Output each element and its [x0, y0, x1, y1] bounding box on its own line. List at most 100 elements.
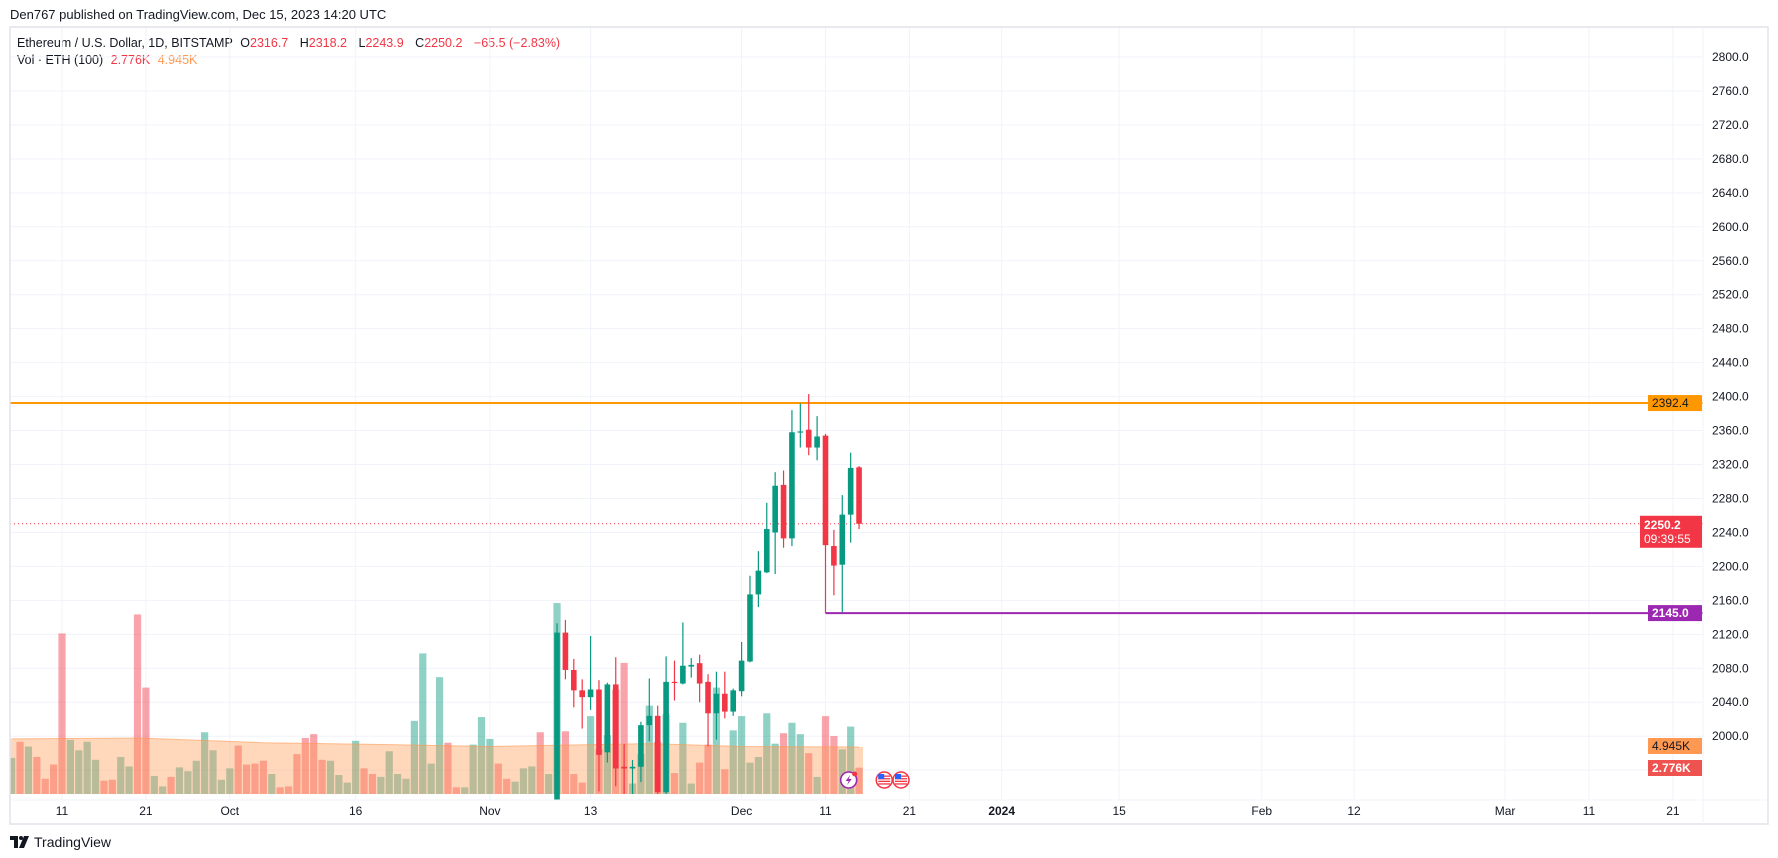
price-axis[interactable]: 2800.0 2760.0 2720.0 2680.0 2640.0 2600.0 2560…	[1712, 50, 1749, 743]
volume-bar	[419, 653, 427, 794]
volume-bar	[385, 751, 393, 794]
volume-bar	[645, 705, 653, 794]
candle	[612, 657, 619, 787]
horizontal-lines[interactable]	[10, 402, 1703, 615]
candle-body	[722, 693, 728, 712]
time-tick-label: 21	[139, 804, 153, 818]
candle-body	[822, 435, 829, 546]
candles	[554, 394, 862, 800]
brand-name: TradingView	[34, 834, 112, 850]
volume-last-label-bg	[1648, 760, 1702, 776]
price-tick-label: 2480.0	[1712, 322, 1749, 336]
volume-bar	[586, 716, 595, 794]
time-tick-label: 2024	[988, 804, 1015, 818]
volume-bar	[276, 787, 284, 794]
candle	[789, 410, 795, 547]
ohlc-low: L2243.9	[358, 36, 404, 50]
volume-ma-line	[11, 737, 860, 748]
volume-bar	[284, 786, 293, 794]
ohlc-close: C2250.2	[415, 36, 463, 50]
candle-body	[587, 689, 594, 698]
volume-bar	[813, 776, 821, 794]
volume-bar	[91, 759, 100, 794]
resistance-price-label-text: 2392.4	[1652, 396, 1689, 410]
candle	[688, 658, 695, 678]
candle-body	[680, 665, 686, 684]
price-tick-label: 2560.0	[1712, 254, 1749, 268]
price-tags: 2392.4 2250.209:39:55 2145.0 4.945K 2.776K	[1640, 395, 1702, 776]
volume-bar	[242, 764, 251, 794]
candle	[621, 743, 627, 794]
flag-canton	[878, 774, 885, 779]
chart-border	[9, 26, 1769, 825]
candle-body	[688, 664, 695, 667]
time-tick-label: 16	[349, 804, 363, 818]
volume-bar	[729, 730, 737, 794]
candle	[671, 660, 678, 701]
volume-bar	[771, 743, 779, 794]
candle	[747, 575, 753, 663]
time-tick-label: 11	[819, 804, 832, 818]
candle	[755, 551, 762, 608]
volume-bar	[268, 774, 276, 794]
symbol-legend: Ethereum / U.S. Dollar, 1D, BITSTAMP O23…	[17, 35, 564, 52]
ohlc-high: H2318.2	[299, 36, 348, 50]
events[interactable]	[839, 771, 910, 789]
flag-stripe	[895, 783, 908, 785]
volume-bar	[410, 720, 418, 794]
volume-bar	[704, 744, 712, 794]
volume-bar	[108, 779, 116, 794]
volume-bar	[561, 731, 570, 794]
volume-bar	[125, 766, 133, 794]
volume-bar	[746, 762, 754, 794]
volume-bar	[486, 738, 494, 794]
candle	[839, 495, 846, 613]
volume-bar	[536, 732, 544, 794]
volume-bar	[58, 633, 66, 794]
volume-bar	[670, 773, 679, 794]
candle	[587, 636, 594, 710]
lightning-glyph	[845, 775, 852, 785]
us-flag-icon[interactable]	[875, 771, 893, 789]
candle	[856, 466, 862, 530]
time-axis[interactable]: 11 21 Oct 16 Nov 13 Dec 11 21 2024 15 Feb 12 Mar 11 21	[56, 804, 1680, 818]
symbol-name[interactable]: Ethereum / U.S. Dollar, 1D, BITSTAMP	[17, 36, 233, 50]
volume-bar	[33, 756, 41, 794]
volume-last-label-text: 2.776K	[1652, 761, 1691, 775]
volume-bar	[519, 768, 528, 794]
tradingview-logo-icon	[10, 836, 29, 848]
price-tick-label: 2160.0	[1712, 593, 1749, 607]
volume-bar	[175, 767, 184, 794]
candle-body	[604, 684, 611, 753]
volume-ma-label-bg	[1648, 738, 1702, 754]
volume-bar	[360, 768, 368, 794]
lightning-event-icon[interactable]	[839, 771, 858, 789]
candle	[713, 671, 720, 740]
candle	[604, 682, 611, 763]
candle-body	[839, 514, 846, 565]
chart-frame	[9, 26, 1769, 825]
volume-bar	[301, 737, 309, 794]
last-price-text: 2250.2	[1644, 518, 1681, 532]
volume-bar	[427, 763, 435, 794]
candle-body	[596, 689, 602, 755]
volume-bar	[318, 759, 326, 794]
volume-bar	[335, 775, 343, 794]
flag-stripe	[878, 780, 891, 782]
price-tick-label: 2800.0	[1712, 50, 1749, 64]
volume-bar	[838, 749, 846, 794]
price-tick-label: 2040.0	[1712, 695, 1749, 709]
volume-bar	[259, 760, 267, 794]
candle	[596, 680, 602, 792]
candle-body	[814, 436, 820, 448]
price-tick-label: 2080.0	[1712, 661, 1749, 675]
time-tick-label: Oct	[220, 804, 239, 818]
time-tick-label: 15	[1112, 804, 1126, 818]
us-flag-icon[interactable]	[892, 771, 910, 789]
candle	[772, 472, 778, 575]
price-tick-label: 2520.0	[1712, 288, 1749, 302]
volume-bar	[738, 716, 746, 794]
tradingview-logo[interactable]: TradingView	[10, 834, 111, 850]
price-tick-label: 2600.0	[1712, 220, 1749, 234]
